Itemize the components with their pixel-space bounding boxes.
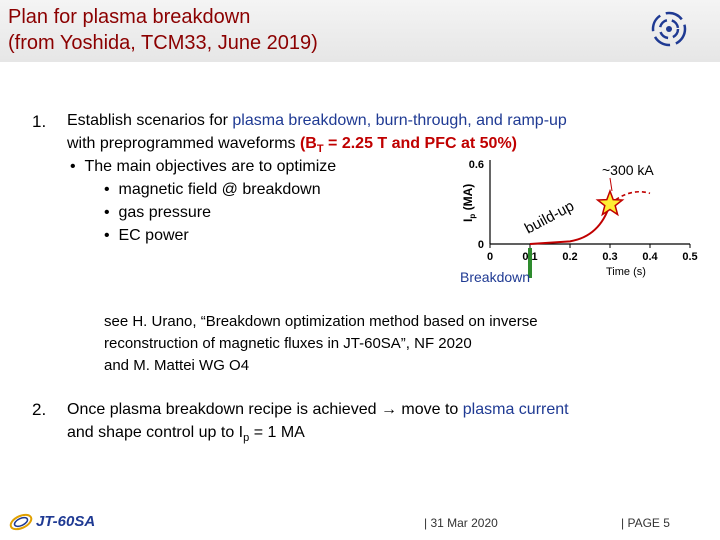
y-tick-label: 0.6 [469,159,484,171]
x-axis-label: Time (s) [606,266,646,278]
item-1-parameters: (BT = 2.25 T and PFC at 50%) [299,135,517,156]
slide-title-line-2: (from Yoshida, TCM33, June 2019) [8,32,318,54]
bullet-icon: • [104,181,110,198]
x-tick-label: 0.5 [682,251,697,263]
objective-bullet-2: • gas pressure [104,204,211,221]
chart-axes [489,160,690,245]
project-logo-icon [651,11,687,47]
footer-date: | 31 Mar 2020 [424,516,498,530]
peak-annotation: ~300 kA [602,162,654,178]
y-tick-labels: 00.6 [469,159,484,251]
breakdown-annotation: Breakdown [460,269,530,285]
peak-star-icon [595,188,625,217]
ramp-annotation: build-up [522,197,577,237]
item-2-highlight: plasma current [462,401,569,418]
x-tick-label: 0 [487,251,493,263]
title-band [0,0,720,62]
reference-line-2: reconstruction of magnetic fluxes in JT-… [104,335,472,352]
item-1-line-1: Establish scenarios for plasma breakdown… [67,109,567,132]
item-2-line-1: Once plasma breakdown recipe is achieved… [67,401,569,418]
bullet-icon: • [70,158,76,175]
objective-bullet-1: • magnetic field @ breakdown [104,181,321,198]
reference-line-3: and M. Mattei WG O4 [104,357,250,374]
jt60sa-logo: JT-60SA [8,510,98,534]
bullet-icon: • [104,204,110,221]
footer-page-number: | PAGE 5 [621,516,670,530]
x-tick-label: 0.2 [562,251,577,263]
x-tick-label: 0.4 [642,251,658,263]
slide-title-line-1: Plan for plasma breakdown [8,6,251,28]
objective-bullet-3: • EC power [104,227,189,244]
ip-curve-continuation [609,190,651,205]
breakdown-marker [528,248,532,278]
jt60sa-logo-text: JT-60SA [36,513,96,530]
x-tick-label: 0.3 [602,251,617,263]
item-1-intro: Establish scenarios for [67,112,233,129]
objectives-line: • The main objectives are to optimize [70,155,336,178]
item-2-number: 2. [32,400,47,419]
peak-leader-line [609,177,613,192]
item-1-number: 1. [32,112,47,131]
objectives-label: The main objectives are to optimize [84,158,337,175]
y-tick-label: 0 [478,239,484,251]
item-1-waveforms: with preprogrammed waveforms [67,135,300,152]
item-2-line-2: and shape control up to Ip = 1 MA [67,424,305,445]
x-tick-labels: 00.10.20.30.40.5 [487,244,698,263]
bullet-icon: • [104,227,110,244]
plasma-current-chart: 00.10.20.30.40.5 00.6 Ip (MA) Time (s) ~… [460,159,698,285]
y-axis-label: Ip (MA) [461,184,477,222]
item-1-intro-highlight: plasma breakdown, burn-through, and ramp… [232,112,567,129]
item-1-line-2: with preprogrammed waveforms (BT = 2.25 … [67,132,517,161]
right-arrow-icon: → [380,401,397,418]
jt60sa-swoosh-icon [9,513,33,531]
reference-line-1: see H. Urano, “Breakdown optimization me… [104,313,538,330]
